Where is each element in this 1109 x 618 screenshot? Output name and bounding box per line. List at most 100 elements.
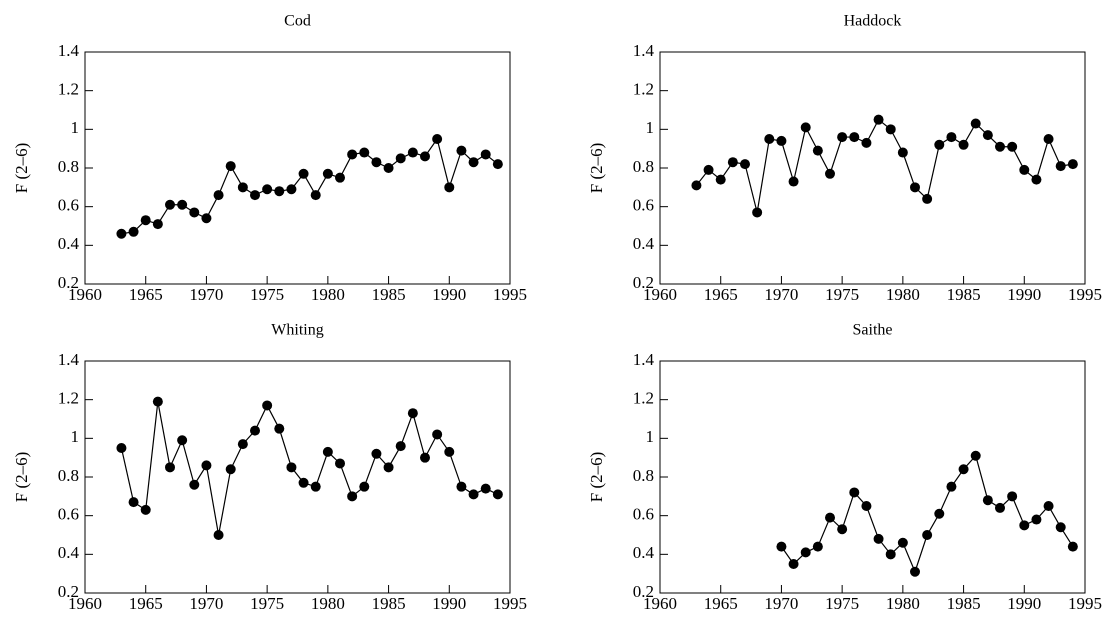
y-tick-label: 0.2 bbox=[58, 273, 79, 292]
data-point bbox=[480, 149, 491, 160]
data-point bbox=[982, 495, 993, 506]
x-tick-label: 1965 bbox=[129, 594, 163, 613]
y-tick-label: 0.8 bbox=[58, 466, 79, 485]
x-tick-label: 1995 bbox=[493, 594, 527, 613]
data-point bbox=[250, 425, 260, 436]
data-point bbox=[237, 182, 248, 193]
data-point bbox=[727, 157, 738, 168]
x-tick-label: 1995 bbox=[1068, 594, 1102, 613]
data-point bbox=[837, 132, 848, 143]
x-tick-label: 1970 bbox=[764, 285, 798, 304]
data-point bbox=[335, 458, 345, 469]
data-point bbox=[776, 541, 787, 552]
data-point bbox=[788, 559, 799, 569]
data-point bbox=[371, 448, 382, 459]
data-point bbox=[310, 190, 321, 201]
data-point bbox=[922, 530, 933, 540]
x-tick-label: 1965 bbox=[129, 285, 163, 304]
data-point bbox=[420, 452, 430, 463]
y-tick-label: 0.4 bbox=[633, 234, 655, 253]
data-point bbox=[752, 207, 763, 218]
data-point bbox=[335, 172, 345, 183]
y-tick-label: 0.4 bbox=[58, 234, 80, 253]
data-point bbox=[703, 164, 714, 175]
data-point bbox=[885, 549, 896, 560]
x-tick-label: 1995 bbox=[1068, 285, 1102, 304]
x-tick-label: 1985 bbox=[947, 285, 981, 304]
data-point bbox=[970, 450, 981, 461]
y-tick-label: 0.4 bbox=[633, 543, 655, 562]
data-point bbox=[970, 118, 981, 129]
x-tick-label: 1980 bbox=[311, 594, 345, 613]
y-axis-label: F (2–6) bbox=[587, 143, 606, 194]
x-tick-label: 1975 bbox=[825, 594, 859, 613]
data-point bbox=[480, 483, 491, 494]
y-tick-label: 0.6 bbox=[58, 505, 79, 524]
y-tick-label: 1.2 bbox=[58, 389, 79, 408]
data-point bbox=[286, 184, 297, 195]
data-point bbox=[298, 168, 309, 179]
data-point bbox=[910, 566, 920, 577]
x-tick-label: 1990 bbox=[1007, 594, 1041, 613]
data-point bbox=[310, 481, 321, 492]
data-point bbox=[298, 477, 309, 488]
data-point bbox=[359, 147, 370, 158]
data-point bbox=[982, 130, 993, 141]
data-point bbox=[359, 481, 370, 492]
plot-frame bbox=[84, 360, 511, 594]
x-tick-label: 1980 bbox=[886, 285, 920, 304]
x-tick-label: 1975 bbox=[250, 594, 284, 613]
x-tick-label: 1965 bbox=[704, 594, 738, 613]
data-point bbox=[322, 446, 333, 457]
data-line bbox=[695, 118, 1073, 213]
data-point bbox=[1019, 520, 1030, 531]
data-point bbox=[395, 441, 406, 452]
y-tick-label: 1.4 bbox=[633, 350, 655, 369]
data-point bbox=[946, 481, 957, 492]
data-line bbox=[121, 137, 499, 235]
data-point bbox=[213, 190, 224, 201]
y-tick-label: 1.4 bbox=[633, 41, 655, 60]
panel-title: Cod bbox=[284, 13, 311, 30]
data-point bbox=[116, 443, 127, 453]
data-point bbox=[407, 408, 418, 419]
data-point bbox=[128, 226, 139, 237]
y-tick-label: 1 bbox=[646, 427, 655, 446]
x-tick-label: 1975 bbox=[250, 285, 284, 304]
y-tick-label: 0.4 bbox=[58, 543, 80, 562]
data-point bbox=[213, 530, 224, 540]
y-tick-label: 0.8 bbox=[633, 466, 654, 485]
data-point bbox=[274, 186, 285, 197]
data-point bbox=[152, 396, 163, 407]
data-point bbox=[1019, 164, 1030, 175]
y-tick-label: 1.2 bbox=[633, 80, 654, 99]
data-point bbox=[800, 547, 811, 558]
x-tick-label: 1960 bbox=[643, 594, 677, 613]
data-point bbox=[715, 174, 726, 185]
data-point bbox=[395, 153, 406, 164]
data-point bbox=[1067, 541, 1078, 552]
x-tick-label: 1990 bbox=[1007, 285, 1041, 304]
x-tick-label: 1980 bbox=[886, 594, 920, 613]
data-point bbox=[286, 462, 297, 473]
data-point bbox=[837, 524, 848, 535]
data-point bbox=[444, 446, 455, 457]
data-point bbox=[189, 207, 200, 218]
data-point bbox=[800, 122, 811, 133]
x-tick-label: 1975 bbox=[825, 285, 859, 304]
data-point bbox=[140, 215, 151, 226]
x-tick-label: 1960 bbox=[68, 285, 102, 304]
data-point bbox=[225, 464, 236, 475]
x-tick-label: 1990 bbox=[432, 285, 466, 304]
data-point bbox=[1055, 522, 1066, 533]
data-point bbox=[922, 193, 933, 204]
panel: Cod F (2–6) 0.2 0.4 0.6 0.8 1 1.2 1.4 1960 1965 197… bbox=[12, 13, 527, 304]
data-point bbox=[1031, 514, 1042, 525]
data-point bbox=[444, 182, 455, 193]
data-point bbox=[849, 132, 860, 143]
data-point bbox=[347, 149, 358, 160]
x-tick-label: 1960 bbox=[643, 285, 677, 304]
x-tick-label: 1960 bbox=[68, 594, 102, 613]
x-tick-label: 1970 bbox=[189, 285, 223, 304]
x-tick-label: 1970 bbox=[189, 594, 223, 613]
